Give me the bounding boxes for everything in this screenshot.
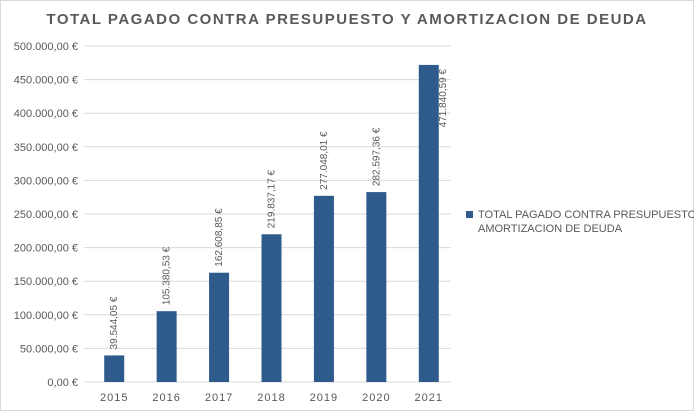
y-tick-label: 350.000,00 €	[14, 142, 78, 154]
x-tick-label: 2015	[100, 392, 128, 404]
y-tick-label: 400.000,00 €	[14, 108, 78, 120]
y-axis-ticks: 0,00 € 50.000,00 € 100.000,00 € 150.000,00 …	[14, 41, 78, 389]
x-tick-label: 2016	[152, 392, 180, 404]
legend-label-line-1: TOTAL PAGADO CONTRA PRESUPUESTO Y	[478, 209, 694, 221]
bar-2017	[209, 272, 230, 382]
legend-label-line-2: AMORTIZACION DE DEUDA	[478, 223, 623, 235]
y-tick-label: 50.000,00 €	[20, 343, 78, 355]
y-tick-label: 450.000,00 €	[14, 75, 78, 87]
y-tick-label: 150.000,00 €	[14, 276, 78, 288]
x-tick-label: 2020	[362, 392, 390, 404]
data-label: 105.380,53 €	[162, 246, 173, 305]
bar-2018	[261, 234, 282, 382]
bar-2016	[156, 311, 177, 382]
x-tick-label: 2021	[415, 392, 443, 404]
bar-2021	[418, 64, 439, 382]
y-tick-label: 250.000,00 €	[14, 209, 78, 221]
x-tick-label: 2019	[310, 392, 338, 404]
gridlines	[84, 45, 451, 383]
x-tick-label: 2018	[257, 392, 285, 404]
y-tick-label: 0,00 €	[47, 377, 78, 389]
data-label: 219.837,17 €	[267, 169, 278, 228]
x-axis-ticks: 2015 2016 2017 2018 2019 2020 2021	[100, 392, 443, 404]
data-labels: 39.544,05 € 105.380,53 € 162.608,85 € 219.8…	[109, 68, 449, 349]
x-tick-label: 2017	[205, 392, 233, 404]
legend: TOTAL PAGADO CONTRA PRESUPUESTO Y AMORTI…	[466, 209, 694, 235]
legend-swatch	[466, 211, 473, 218]
y-tick-label: 100.000,00 €	[14, 310, 78, 322]
bar-2019	[313, 195, 334, 382]
y-tick-label: 500.000,00 €	[14, 41, 78, 53]
data-label: 277.048,01 €	[319, 131, 330, 190]
data-label: 471.840,59 €	[438, 68, 449, 127]
bar-2015	[104, 355, 125, 382]
y-tick-label: 200.000,00 €	[14, 243, 78, 255]
bar-2020	[366, 192, 387, 382]
y-tick-label: 300.000,00 €	[14, 175, 78, 187]
bars	[104, 64, 439, 382]
data-label: 162.608,85 €	[214, 208, 225, 267]
data-label: 39.544,05 €	[109, 296, 120, 349]
chart-title: TOTAL PAGADO CONTRA PRESUPUESTO Y AMORTI…	[46, 11, 647, 28]
data-label: 282.597,36 €	[371, 127, 382, 186]
